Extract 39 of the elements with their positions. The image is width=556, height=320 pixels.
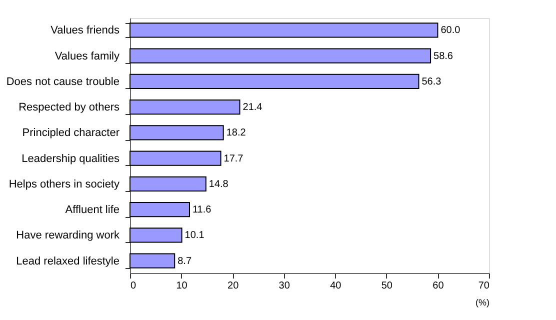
y-tick-label: Helps others in society [8, 178, 120, 190]
data-label: 17.7 [224, 153, 244, 164]
y-tick-label: Does not cause trouble [6, 76, 120, 88]
bar [130, 202, 190, 218]
x-tick-label: 50 [381, 280, 393, 292]
bar [130, 150, 222, 166]
y-tick-label: Leadership qualities [22, 152, 120, 165]
bar [130, 100, 240, 115]
x-tick-label: 10 [176, 280, 188, 292]
y-tick-label: Respected by others [18, 102, 120, 114]
x-tick-label: 20 [228, 280, 240, 292]
data-label: 10.1 [184, 230, 205, 242]
x-tick-label: 0 [130, 280, 136, 292]
data-label: 21.4 [242, 102, 263, 114]
x-tick-label: 60 [432, 280, 444, 292]
x-tick-label: 40 [330, 280, 342, 292]
x-axis-title: (%) [476, 298, 490, 308]
bar [130, 253, 176, 268]
y-tick-label: Affluent life [65, 204, 120, 216]
bar [130, 74, 420, 89]
y-tick-label: Values family [54, 50, 120, 62]
data-label: 60.0 [440, 25, 461, 36]
data-label: 58.6 [434, 50, 454, 62]
bar [130, 228, 182, 243]
data-label: 18.2 [226, 128, 246, 139]
data-label: 56.3 [422, 76, 442, 88]
bar [130, 176, 206, 192]
y-tick-label: Values friends [50, 24, 120, 37]
bar [130, 48, 432, 64]
data-label: 8.7 [178, 256, 192, 267]
y-tick-label: Lead relaxed lifestyle [16, 255, 120, 268]
data-label: 14.8 [208, 178, 229, 190]
bar [130, 125, 224, 140]
y-tick-label: Principled character [22, 127, 120, 140]
data-label: 11.6 [192, 204, 212, 216]
x-tick-label: 30 [278, 280, 290, 292]
x-tick-label: 70 [478, 280, 490, 292]
bar [130, 22, 438, 38]
y-tick-label: Have rewarding work [16, 230, 120, 242]
